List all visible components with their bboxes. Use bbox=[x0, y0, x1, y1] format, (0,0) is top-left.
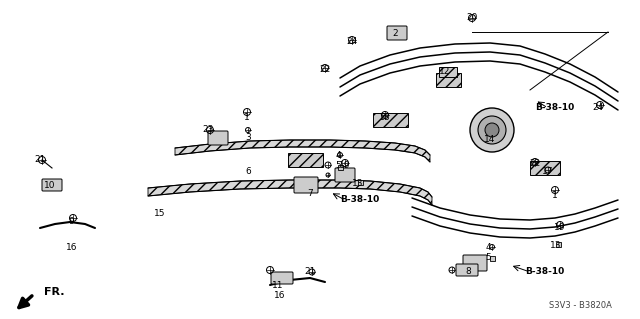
Text: 4: 4 bbox=[335, 152, 341, 160]
Text: 17: 17 bbox=[542, 167, 554, 176]
Text: 1: 1 bbox=[244, 114, 250, 122]
FancyBboxPatch shape bbox=[556, 241, 561, 247]
Polygon shape bbox=[287, 153, 323, 167]
Text: 12: 12 bbox=[439, 68, 451, 77]
Text: 20: 20 bbox=[467, 13, 477, 23]
FancyBboxPatch shape bbox=[456, 264, 478, 276]
FancyBboxPatch shape bbox=[337, 165, 342, 169]
Text: B-38-10: B-38-10 bbox=[525, 268, 564, 277]
Text: 19: 19 bbox=[554, 224, 566, 233]
Text: 7: 7 bbox=[307, 189, 313, 197]
Text: 5: 5 bbox=[335, 161, 341, 170]
FancyBboxPatch shape bbox=[208, 131, 228, 145]
Text: S3V3 - B3820A: S3V3 - B3820A bbox=[548, 300, 611, 309]
Text: 6: 6 bbox=[245, 167, 251, 176]
FancyBboxPatch shape bbox=[335, 168, 355, 182]
Polygon shape bbox=[435, 73, 461, 87]
FancyBboxPatch shape bbox=[42, 179, 62, 191]
Text: 22: 22 bbox=[319, 65, 331, 75]
Text: 2: 2 bbox=[392, 28, 398, 38]
Text: 24: 24 bbox=[346, 38, 358, 47]
Polygon shape bbox=[439, 67, 457, 77]
Circle shape bbox=[470, 108, 514, 152]
Text: 13: 13 bbox=[352, 179, 364, 188]
Text: B-38-10: B-38-10 bbox=[340, 196, 380, 204]
Text: 21: 21 bbox=[304, 268, 316, 277]
Text: 22: 22 bbox=[529, 159, 541, 167]
Circle shape bbox=[485, 123, 499, 137]
Text: 8: 8 bbox=[465, 266, 471, 276]
Text: 10: 10 bbox=[44, 181, 56, 189]
FancyBboxPatch shape bbox=[271, 272, 293, 284]
Text: 5: 5 bbox=[485, 254, 491, 263]
Text: 4: 4 bbox=[485, 243, 491, 253]
FancyBboxPatch shape bbox=[387, 26, 407, 40]
Text: FR.: FR. bbox=[44, 287, 65, 297]
Text: 18: 18 bbox=[380, 114, 391, 122]
Text: 13: 13 bbox=[550, 241, 562, 249]
Polygon shape bbox=[372, 113, 408, 127]
Text: 24: 24 bbox=[593, 103, 604, 113]
Text: 14: 14 bbox=[484, 136, 496, 145]
Polygon shape bbox=[148, 180, 432, 205]
FancyBboxPatch shape bbox=[294, 177, 318, 193]
Text: 23: 23 bbox=[202, 125, 214, 135]
Circle shape bbox=[478, 116, 506, 144]
Text: 21: 21 bbox=[35, 155, 45, 165]
Text: 16: 16 bbox=[275, 291, 285, 300]
Polygon shape bbox=[530, 161, 560, 175]
Text: 19: 19 bbox=[339, 160, 351, 169]
Text: 1: 1 bbox=[552, 190, 558, 199]
Polygon shape bbox=[175, 140, 430, 162]
FancyBboxPatch shape bbox=[358, 180, 362, 184]
FancyBboxPatch shape bbox=[490, 256, 495, 261]
Text: 3: 3 bbox=[245, 133, 251, 143]
Text: 9: 9 bbox=[68, 218, 74, 226]
Text: 11: 11 bbox=[272, 280, 284, 290]
Text: 16: 16 bbox=[67, 243, 77, 253]
Text: B-38-10: B-38-10 bbox=[536, 103, 575, 113]
Text: 15: 15 bbox=[154, 210, 166, 219]
FancyBboxPatch shape bbox=[463, 255, 487, 271]
